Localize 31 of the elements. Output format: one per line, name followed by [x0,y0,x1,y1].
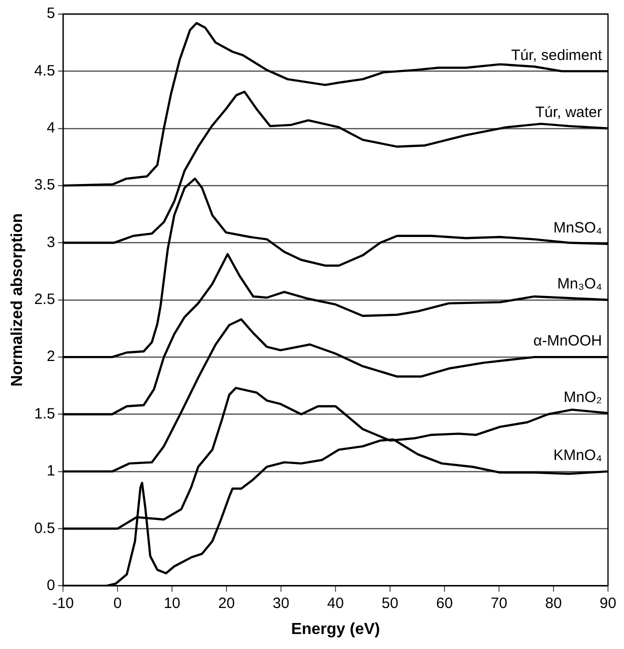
y-tick-label: 1.5 [34,405,56,422]
y-tick-label: 4 [46,120,56,136]
x-tick-label: 20 [218,594,235,612]
x-tick-label: 80 [545,594,562,612]
series-label: Túr, water [535,104,602,121]
y-tick-label: 2.5 [34,291,56,308]
x-tick-label: 50 [382,594,398,612]
x-tick-label: -10 [52,594,74,612]
series-label: Mn₃O₄ [557,276,602,293]
y-tick-label: 5 [46,5,56,22]
x-tick-label: 30 [272,594,290,612]
x-tick-label: 10 [164,594,180,612]
y-tick-label: 4.5 [34,62,56,80]
y-tick-label: 1 [46,462,56,480]
series-label: Túr, sediment [511,46,603,64]
x-axis-title: Energy (eV) [291,620,380,638]
series-label: MnO₂ [564,388,602,406]
x-tick-label: 0 [113,594,122,612]
y-tick-label: 3 [46,234,56,251]
x-tick-label: 70 [490,594,508,612]
y-tick-label: 0.5 [34,520,56,537]
x-tick-label: 40 [327,594,344,612]
x-tick-label: 60 [436,594,453,612]
y-tick-label: 0 [46,576,56,594]
y-axis-title: Normalized absorption [9,213,26,387]
y-tick-label: 2 [46,348,56,366]
series-label: KMnO₄ [553,447,602,464]
series-label: MnSO₄ [553,220,602,237]
y-tick-label: 3.5 [34,176,56,194]
series-label: α-MnOOH [533,332,602,350]
x-tick-label: 90 [600,594,616,612]
